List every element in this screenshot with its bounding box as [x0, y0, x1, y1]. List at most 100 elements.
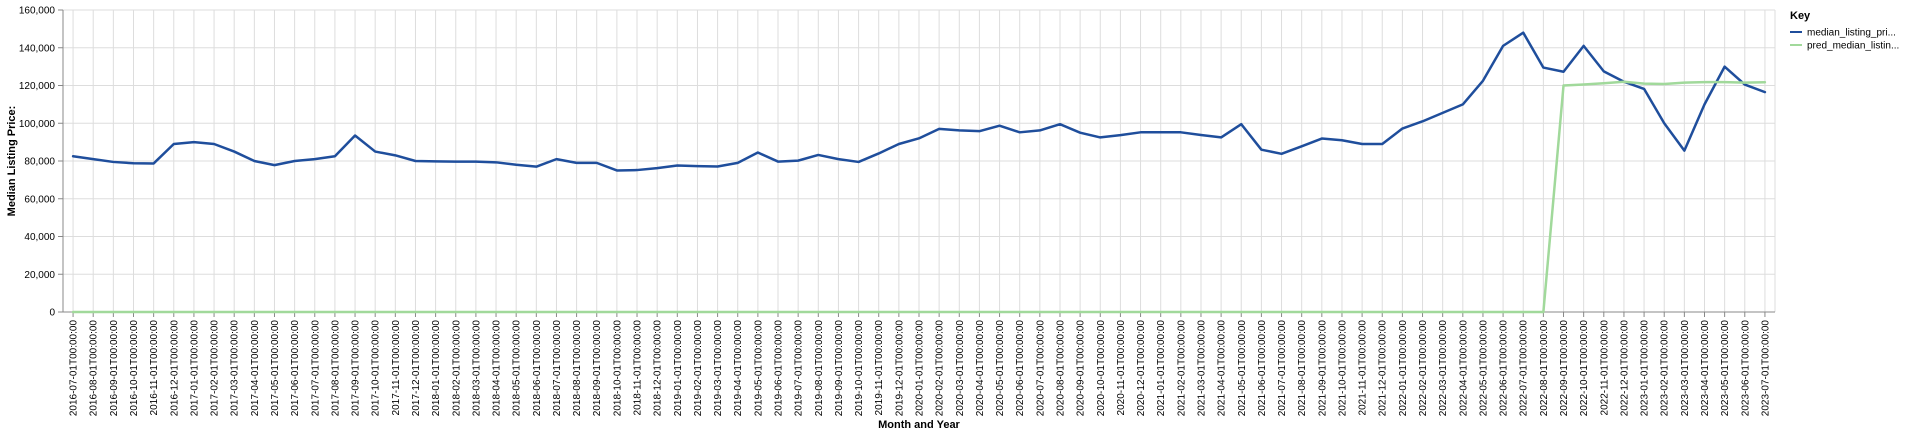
gridlines [63, 9, 1776, 313]
x-tick-label: 2019-01-01T00:00:00 [673, 320, 684, 417]
x-tick-label: 2021-03-01T00:00:00 [1196, 320, 1207, 417]
x-tick-label: 2017-05-01T00:00:00 [270, 320, 281, 417]
x-tick-label: 2017-02-01T00:00:00 [210, 320, 221, 417]
y-tick-label: 160,000 [19, 6, 56, 17]
x-tick-label: 2017-10-01T00:00:00 [371, 320, 382, 417]
x-tick-label: 2022-08-01T00:00:00 [1539, 320, 1550, 417]
x-tick-label: 2016-12-01T00:00:00 [169, 320, 180, 417]
x-tick-label: 2017-07-01T00:00:00 [310, 320, 321, 417]
x-tick-label: 2017-08-01T00:00:00 [330, 320, 341, 417]
x-tick-label: 2021-09-01T00:00:00 [1317, 320, 1328, 417]
x-tick-label: 2018-06-01T00:00:00 [532, 320, 543, 417]
x-tick-label: 2019-05-01T00:00:00 [753, 320, 764, 417]
x-tick-label: 2017-11-01T00:00:00 [391, 320, 402, 416]
x-tick-label: 2023-07-01T00:00:00 [1760, 320, 1771, 417]
y-tick-label: 100,000 [19, 119, 56, 130]
series-layer [71, 31, 1767, 314]
x-tick-label: 2020-12-01T00:00:00 [1136, 320, 1147, 417]
x-tick-label: 2018-03-01T00:00:00 [471, 320, 482, 417]
y-tick-label: 60,000 [24, 194, 55, 205]
x-tick-label: 2017-03-01T00:00:00 [230, 320, 241, 417]
x-tick-label: 2018-04-01T00:00:00 [492, 320, 503, 417]
x-tick-label: 2023-04-01T00:00:00 [1700, 320, 1711, 417]
series-line-2 [71, 80, 1767, 314]
x-tick-label: 2023-05-01T00:00:00 [1720, 320, 1731, 417]
x-tick-label: 2021-11-01T00:00:00 [1358, 320, 1369, 416]
legend-label: median_listing_pri... [1807, 28, 1896, 39]
x-tick-label: 2021-02-01T00:00:00 [1176, 320, 1187, 417]
x-tick-label: 2022-04-01T00:00:00 [1458, 320, 1469, 417]
x-tick-label: 2022-01-01T00:00:00 [1398, 320, 1409, 417]
x-tick-label: 2022-06-01T00:00:00 [1499, 320, 1510, 417]
x-tick-label: 2023-02-01T00:00:00 [1660, 320, 1671, 417]
x-tick-label: 2019-04-01T00:00:00 [733, 320, 744, 417]
y-tick-label: 40,000 [24, 232, 55, 243]
x-tick-label: 2021-01-01T00:00:00 [1156, 320, 1167, 417]
x-tick-label: 2018-07-01T00:00:00 [552, 320, 563, 417]
x-tick-label: 2016-09-01T00:00:00 [109, 320, 120, 417]
x-tick-label: 2018-11-01T00:00:00 [633, 320, 644, 416]
x-tick-label: 2018-01-01T00:00:00 [431, 320, 442, 417]
y-tick-label: 120,000 [19, 81, 56, 92]
x-tick-label: 2022-12-01T00:00:00 [1619, 320, 1630, 417]
x-tick-label: 2023-01-01T00:00:00 [1640, 320, 1651, 417]
x-tick-label: 2020-10-01T00:00:00 [1096, 320, 1107, 417]
series-line-1 [71, 31, 1767, 172]
x-tick-label: 2022-05-01T00:00:00 [1478, 320, 1489, 417]
x-tick-label: 2020-06-01T00:00:00 [1015, 320, 1026, 417]
x-tick-label: 2019-12-01T00:00:00 [894, 320, 905, 417]
x-tick-label: 2020-01-01T00:00:00 [915, 320, 926, 417]
legend-title: Key [1790, 10, 1811, 22]
x-axis: 2016-07-01T00:00:00 2016-08-01T00:00:00 20… [63, 311, 1775, 417]
x-tick-label: 2022-11-01T00:00:00 [1599, 320, 1610, 416]
x-tick-label: 2017-12-01T00:00:00 [411, 320, 422, 417]
x-tick-label: 2018-02-01T00:00:00 [451, 320, 462, 417]
x-tick-label: 2018-12-01T00:00:00 [653, 320, 664, 417]
x-tick-label: 2020-04-01T00:00:00 [975, 320, 986, 417]
y-tick-label: 0 [49, 308, 55, 319]
x-tick-label: 2019-09-01T00:00:00 [834, 320, 845, 417]
y-axis: 0 20,000 40,000 60,000 80,000 100,000 120,000 1… [19, 6, 64, 319]
x-tick-label: 2019-02-01T00:00:00 [693, 320, 704, 417]
x-tick-label: 2018-09-01T00:00:00 [592, 320, 603, 417]
x-tick-label: 2020-07-01T00:00:00 [1035, 320, 1046, 417]
x-tick-label: 2021-10-01T00:00:00 [1337, 320, 1348, 417]
x-tick-label: 2018-08-01T00:00:00 [572, 320, 583, 417]
x-tick-label: 2021-07-01T00:00:00 [1277, 320, 1288, 417]
x-tick-label: 2021-06-01T00:00:00 [1257, 320, 1268, 417]
x-tick-label: 2017-06-01T00:00:00 [290, 320, 301, 417]
x-tick-label: 2017-09-01T00:00:00 [351, 320, 362, 417]
x-tick-label: 2019-06-01T00:00:00 [774, 320, 785, 417]
legend-label: pred_median_listin... [1807, 41, 1899, 52]
x-tick-label: 2020-05-01T00:00:00 [995, 320, 1006, 417]
x-axis-title: Month and Year [878, 419, 960, 431]
x-tick-label: 2019-08-01T00:00:00 [814, 320, 825, 417]
x-tick-label: 2022-02-01T00:00:00 [1418, 320, 1429, 417]
x-tick-label: 2019-07-01T00:00:00 [794, 320, 805, 417]
x-tick-label: 2019-10-01T00:00:00 [854, 320, 865, 417]
x-tick-label: 2023-03-01T00:00:00 [1680, 320, 1691, 417]
x-tick-label: 2020-03-01T00:00:00 [955, 320, 966, 417]
x-tick-label: 2021-08-01T00:00:00 [1297, 320, 1308, 417]
x-tick-label: 2023-06-01T00:00:00 [1740, 320, 1751, 417]
x-tick-label: 2016-08-01T00:00:00 [89, 320, 100, 417]
x-tick-label: 2022-07-01T00:00:00 [1519, 320, 1530, 417]
x-tick-label: 2022-10-01T00:00:00 [1579, 320, 1590, 417]
x-tick-label: 2022-03-01T00:00:00 [1438, 320, 1449, 417]
x-tick-label: 2018-05-01T00:00:00 [512, 320, 523, 417]
x-tick-label: 2017-04-01T00:00:00 [250, 320, 261, 417]
x-tick-label: 2021-04-01T00:00:00 [1217, 320, 1228, 417]
x-tick-label: 2021-12-01T00:00:00 [1378, 320, 1389, 417]
x-tick-label: 2016-07-01T00:00:00 [69, 320, 80, 417]
legend: Key median_listing_pri... pred_median_lis… [1790, 10, 1899, 52]
y-tick-label: 20,000 [24, 270, 55, 281]
x-tick-label: 2018-10-01T00:00:00 [612, 320, 623, 417]
y-tick-label: 80,000 [24, 157, 55, 168]
x-tick-label: 2020-02-01T00:00:00 [935, 320, 946, 417]
x-tick-label: 2020-08-01T00:00:00 [1055, 320, 1066, 417]
x-tick-label: 2019-03-01T00:00:00 [713, 320, 724, 417]
x-tick-label: 2016-11-01T00:00:00 [149, 320, 160, 416]
x-tick-label: 2016-10-01T00:00:00 [129, 320, 140, 417]
y-axis-title: Median Listing Price: [6, 106, 18, 217]
y-tick-label: 140,000 [19, 43, 56, 54]
